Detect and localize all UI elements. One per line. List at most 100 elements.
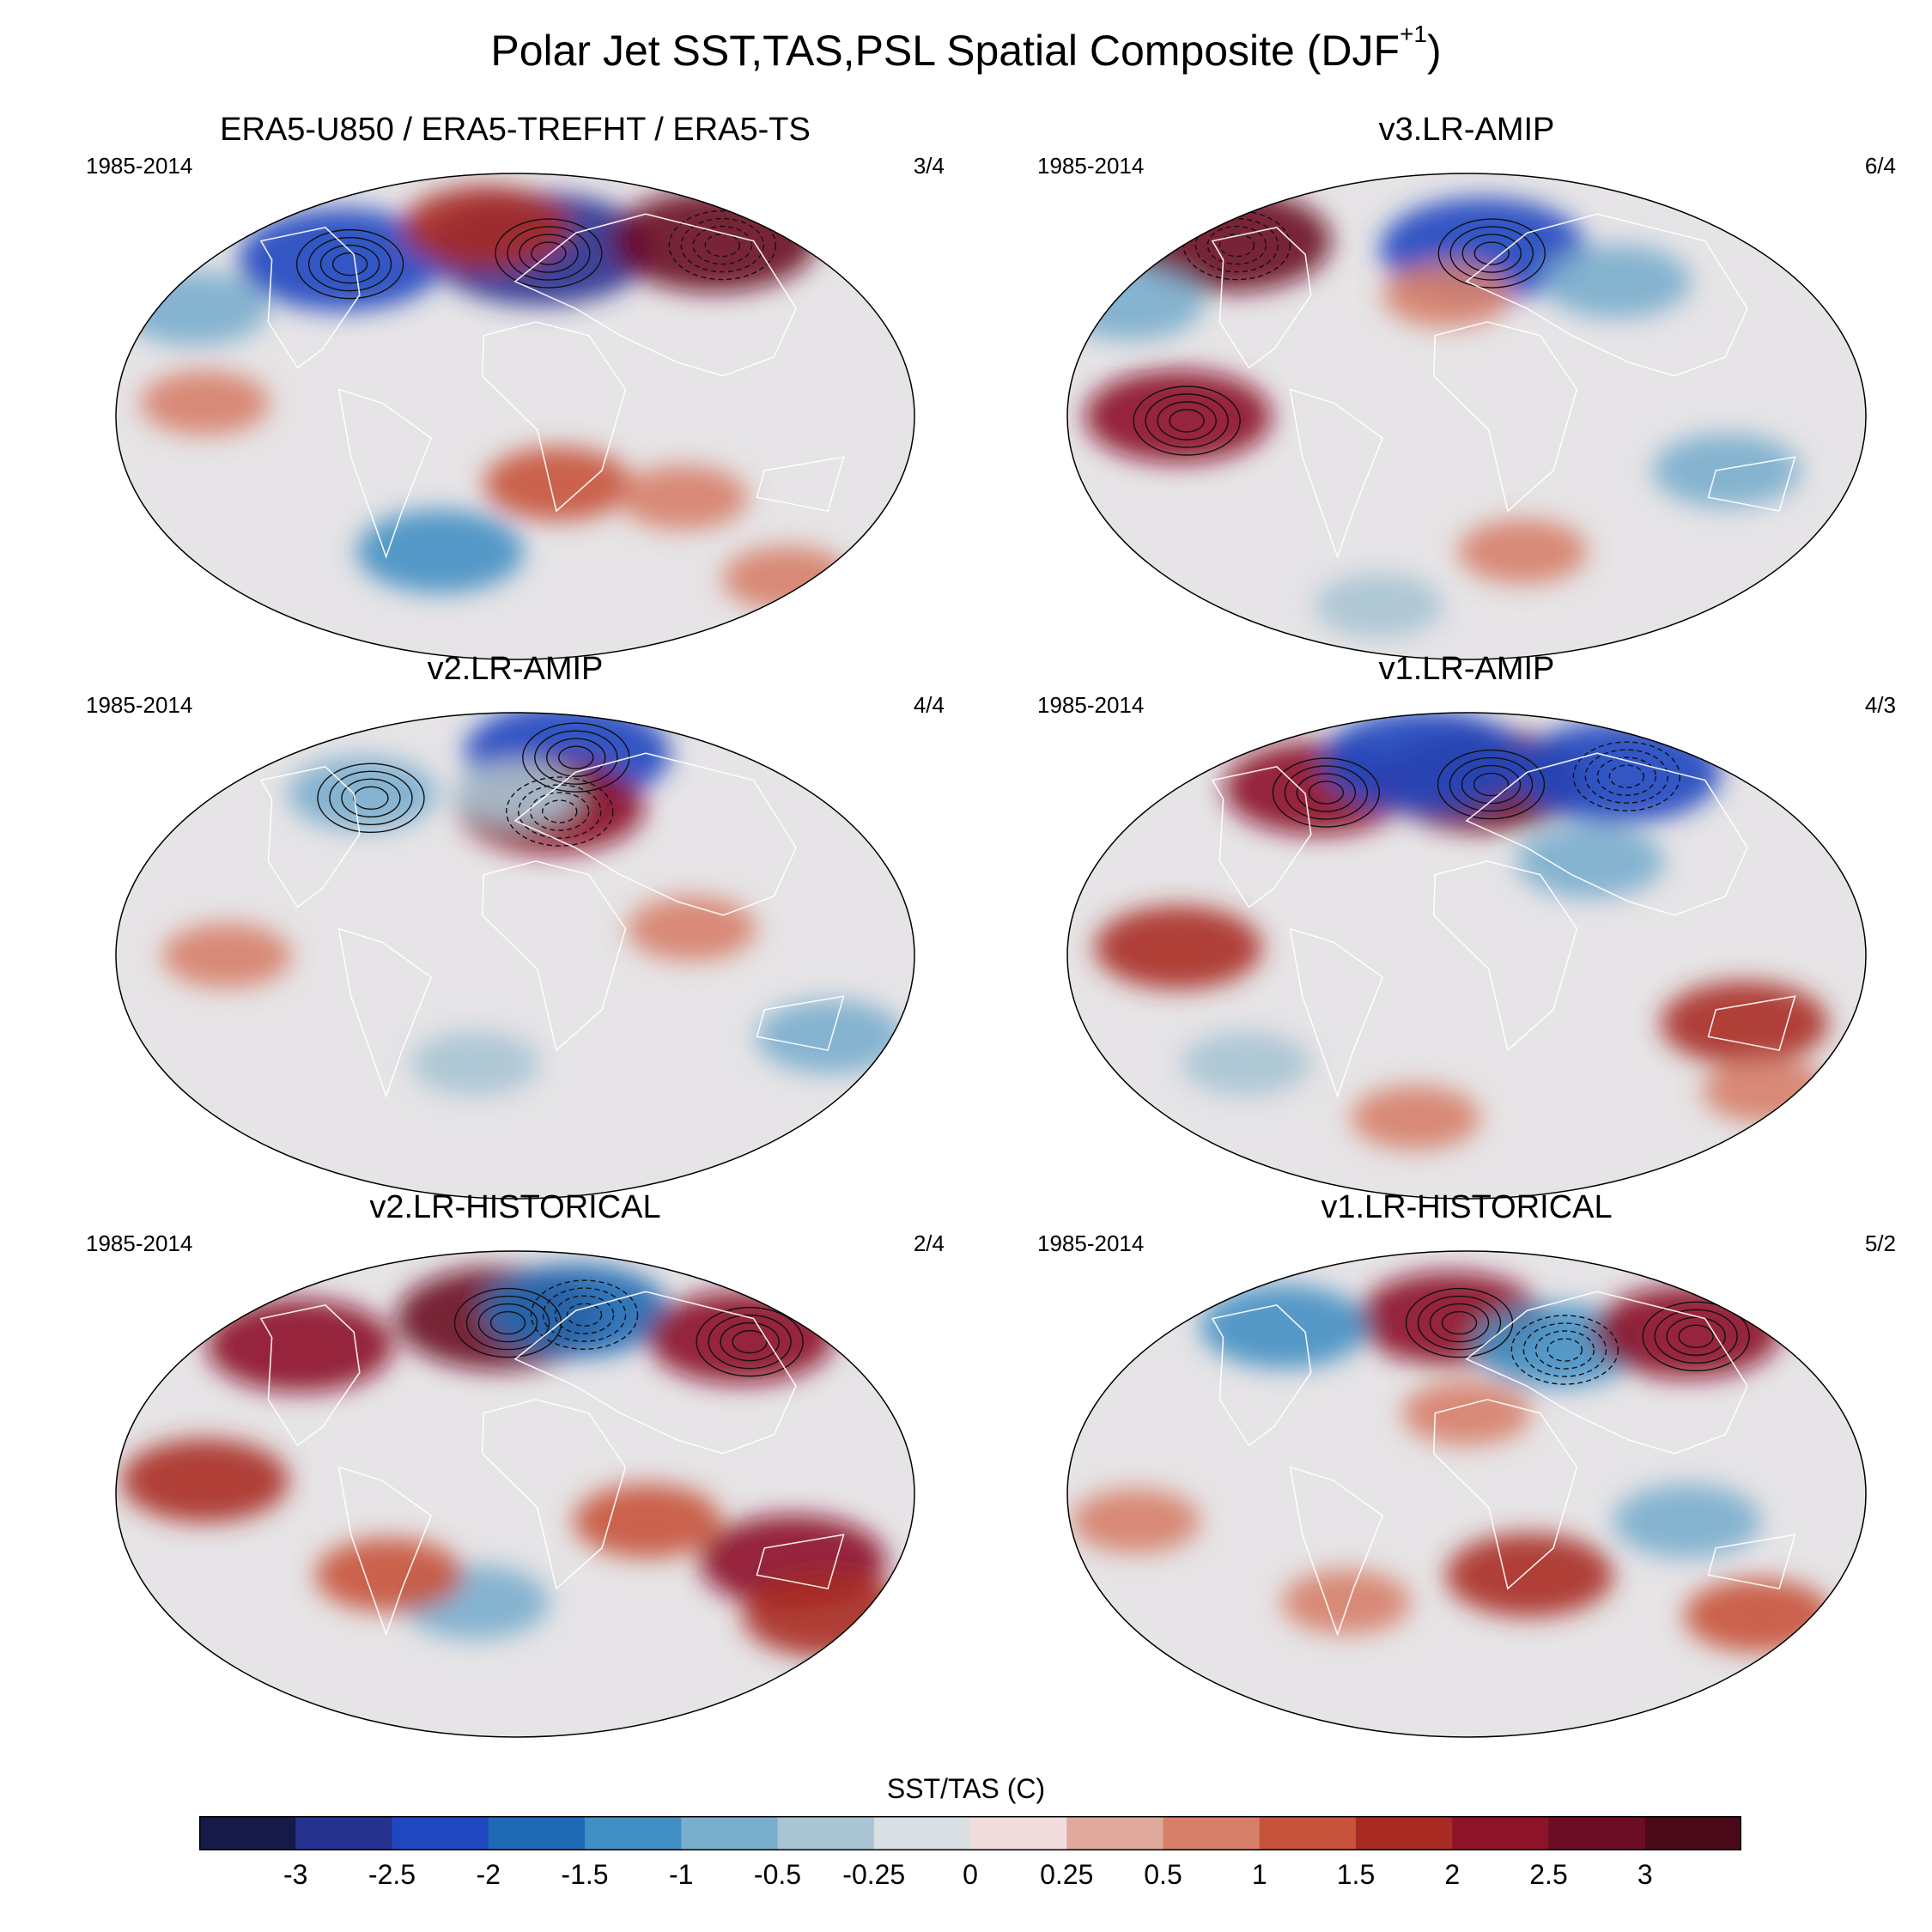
psl-contour — [1417, 1295, 1502, 1351]
psl-contour — [534, 730, 618, 785]
anomaly-region — [1094, 905, 1262, 990]
anomaly-region — [611, 189, 817, 293]
anomaly-region — [573, 1484, 722, 1558]
anomaly-region — [1684, 1578, 1833, 1653]
panel-title: v2.LR-AMIP — [427, 651, 604, 687]
anomaly-region — [647, 1291, 835, 1385]
anomaly-region — [1314, 573, 1444, 638]
coastline — [756, 1534, 845, 1590]
coastline — [481, 860, 627, 1052]
psl-contour — [506, 776, 614, 847]
map-boundary — [115, 1250, 915, 1738]
coastline — [1289, 927, 1384, 1098]
panel-count: 4/3 — [1864, 692, 1896, 718]
psl-contour — [1194, 217, 1279, 273]
map-boundary — [115, 712, 915, 1200]
coastline — [1432, 1399, 1578, 1590]
coastline — [1211, 766, 1312, 908]
psl-contour — [1584, 749, 1669, 804]
coastline — [513, 213, 797, 377]
coastline — [756, 456, 845, 513]
psl-contour — [558, 745, 594, 769]
psl-contour — [1449, 226, 1534, 281]
coastline — [259, 227, 361, 369]
anomaly-region — [288, 756, 437, 831]
colorbar-tick-label: 1 — [1251, 1859, 1267, 1890]
panel-period: 1985-2014 — [1037, 692, 1145, 718]
psl-contour — [1157, 401, 1217, 440]
psl-contour — [1441, 1310, 1478, 1335]
anomaly-region — [1281, 1570, 1412, 1635]
colorbar-tick-label: -0.25 — [842, 1859, 906, 1890]
anomaly-region — [722, 546, 852, 611]
coastline — [1289, 388, 1384, 559]
psl-contour — [732, 1329, 768, 1354]
coastline — [756, 995, 845, 1052]
psl-contour — [531, 241, 567, 265]
map-plot — [115, 173, 915, 660]
panel-period: 1985-2014 — [86, 692, 193, 718]
psl-contour — [1473, 241, 1510, 265]
psl-contour — [708, 1314, 792, 1370]
map-boundary — [115, 173, 915, 660]
panel-period: 1985-2014 — [86, 153, 193, 179]
panel-period: 1985-2014 — [86, 1230, 193, 1256]
anomaly-region — [627, 896, 756, 962]
coastline — [1211, 227, 1312, 369]
map-plot — [1066, 712, 1867, 1200]
colorbar-swatch — [1644, 1816, 1741, 1850]
panel-title: v3.LR-AMIP — [1378, 112, 1555, 148]
psl-contour — [1572, 741, 1681, 811]
colorbar-tick-label: 1.5 — [1336, 1859, 1376, 1890]
panel-count: 2/4 — [913, 1230, 945, 1256]
anomaly-region — [1652, 433, 1801, 508]
anomaly-region — [1661, 981, 1829, 1066]
coastline — [1707, 456, 1796, 513]
anomaly-region — [410, 1031, 540, 1097]
anomaly-region — [1351, 1085, 1480, 1151]
anomaly-region — [1200, 1285, 1369, 1369]
coastline — [259, 766, 361, 908]
coastline — [1465, 213, 1748, 377]
coastline — [1465, 1291, 1748, 1455]
psl-contour — [329, 770, 413, 826]
colorbar-swatch — [392, 1816, 489, 1850]
coastline — [1289, 1466, 1384, 1637]
colorbar-swatch — [681, 1816, 778, 1850]
psl-contour — [331, 252, 368, 276]
map-panel-v2-amip: v2.LR-AMIP 1985-2014 4/4 — [86, 651, 945, 1200]
psl-contour — [307, 236, 392, 292]
anomaly-region — [121, 1438, 289, 1523]
coastline — [337, 388, 433, 559]
map-panel-v2-historical: v2.LR-HISTORICAL 1985-2014 2/4 — [86, 1189, 945, 1738]
anomaly-region — [356, 509, 525, 594]
psl-contour — [1510, 1315, 1619, 1385]
anomaly-region — [483, 447, 633, 521]
map-panel-era5: ERA5-U850 / ERA5-TREFHT / ERA5-TS 1985-2… — [86, 112, 945, 660]
colorbar-swatch — [970, 1816, 1067, 1850]
anomaly-region — [314, 1538, 464, 1613]
anomaly-region — [618, 465, 748, 530]
psl-contour — [1437, 749, 1546, 820]
panel-title: v1.LR-AMIP — [1378, 651, 1555, 687]
colorbar-swatch — [1066, 1816, 1163, 1850]
colorbar-swatch — [873, 1816, 971, 1850]
colorbar-tick-label: 0.5 — [1144, 1859, 1182, 1890]
anomaly-region — [238, 208, 445, 312]
anomaly-region — [1515, 720, 1722, 824]
psl-contour — [295, 228, 404, 300]
psl-contour — [530, 1279, 639, 1350]
coastline — [513, 1291, 797, 1455]
colorbar-swatch — [585, 1816, 682, 1850]
psl-contour — [1145, 393, 1229, 448]
colorbar-tick-label: -1 — [669, 1859, 694, 1890]
coastline — [337, 927, 433, 1098]
psl-contour — [1308, 781, 1345, 805]
psl-contour — [518, 784, 602, 839]
map-plot — [1066, 1250, 1867, 1738]
panel-count: 4/4 — [913, 692, 945, 718]
colorbar-swatch — [1356, 1816, 1453, 1850]
psl-contour — [1473, 772, 1510, 797]
colorbar-tick-label: -0.5 — [753, 1859, 802, 1890]
psl-contour — [353, 786, 389, 811]
